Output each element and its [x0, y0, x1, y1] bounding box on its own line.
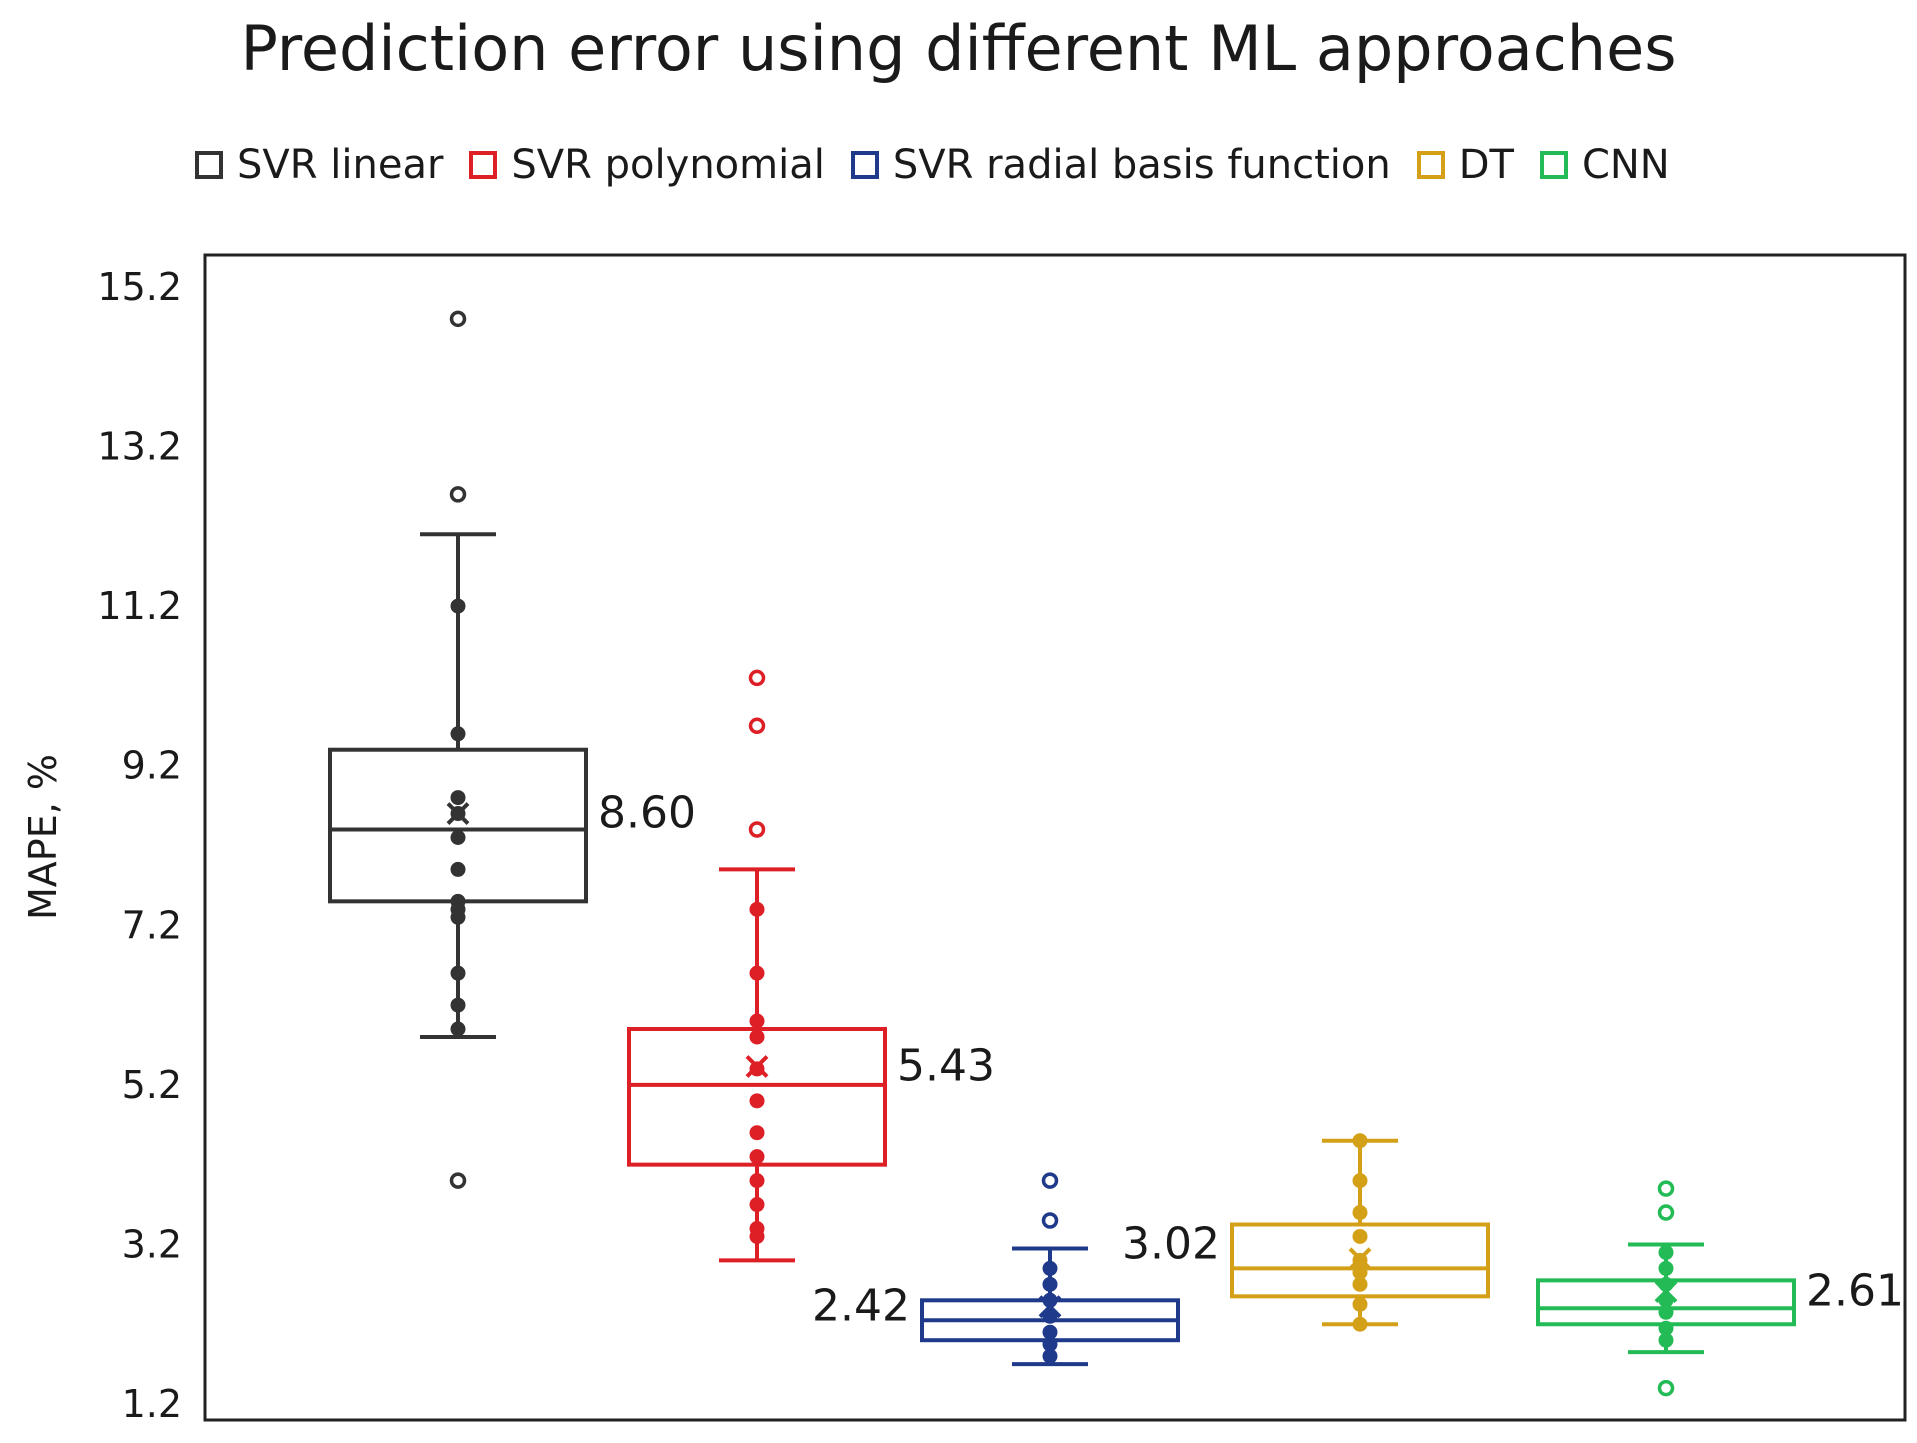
data-point — [749, 1173, 765, 1189]
mean-marker — [1348, 1247, 1372, 1271]
outlier-point — [1041, 1172, 1059, 1189]
data-point — [1042, 1276, 1058, 1292]
data-point — [1658, 1244, 1674, 1260]
iqr-box — [627, 1027, 887, 1167]
mean-marker — [446, 802, 470, 825]
mean-marker — [1654, 1280, 1678, 1303]
data-point — [450, 726, 466, 742]
legend-item-cnn[interactable]: CNN — [1539, 142, 1670, 188]
box-svr-radial-basis-function[interactable]: 2.42 — [812, 1172, 1180, 1367]
y-axis: 1.2 3.2 5.2 7.2 9.2 11.2 13.2 15.2 — [97, 265, 182, 1426]
data-point — [450, 790, 466, 806]
boxes: 8.60 5.43 2.42 3.02 2.61 — [328, 310, 1904, 1397]
data-point — [1658, 1304, 1674, 1320]
outlier-point — [748, 669, 766, 687]
legend-item-svr-rbf[interactable]: SVR radial basis function — [850, 142, 1391, 188]
legend-swatch — [1539, 151, 1568, 179]
outlier-point — [1657, 1180, 1675, 1197]
data-point — [450, 598, 466, 614]
outlier-point — [449, 486, 467, 503]
legend-item-svr-linear[interactable]: SVR linear — [195, 142, 443, 188]
legend-swatch — [850, 151, 879, 179]
y-tick-label: 9.2 — [122, 744, 182, 788]
box-cnn[interactable]: 2.61 — [1536, 1180, 1904, 1397]
data-point — [749, 1149, 765, 1165]
data-point — [749, 1093, 765, 1109]
data-point — [450, 965, 466, 981]
legend-label: DT — [1458, 142, 1514, 188]
box-dt[interactable]: 3.02 — [1122, 1133, 1490, 1332]
data-point — [1042, 1348, 1058, 1364]
legend-swatch — [1416, 151, 1445, 179]
y-tick-label: 11.2 — [97, 584, 182, 628]
legend: SVR linear SVR polynomial SVR radial bas… — [195, 138, 1696, 192]
legend-label: SVR linear — [237, 142, 444, 188]
y-axis-label: MAPE, % — [21, 754, 65, 920]
y-tick-label: 3.2 — [122, 1222, 182, 1266]
data-point — [1352, 1173, 1368, 1189]
data-point — [1658, 1260, 1674, 1276]
outlier-point — [449, 1172, 467, 1189]
plot-area-frame — [203, 253, 1907, 1422]
mean-marker — [745, 1055, 769, 1078]
y-tick-label: 5.2 — [122, 1063, 182, 1107]
mean-value-label: 2.61 — [1806, 1266, 1904, 1317]
mean-value-label: 2.42 — [812, 1281, 910, 1332]
legend-swatch — [195, 151, 223, 179]
y-tick-label: 7.2 — [122, 903, 182, 947]
legend-item-svr-polynomial[interactable]: SVR polynomial — [469, 142, 825, 188]
mean-value-label: 5.43 — [897, 1041, 995, 1092]
legend-label: CNN — [1581, 142, 1670, 188]
data-point — [749, 1029, 765, 1045]
data-point — [450, 1021, 466, 1037]
outlier-point — [449, 310, 467, 328]
data-point — [749, 1197, 765, 1213]
data-point — [1352, 1316, 1368, 1332]
data-point — [1042, 1308, 1058, 1324]
mean-value-label: 3.02 — [1122, 1219, 1220, 1270]
outlier-point — [748, 717, 766, 735]
y-tick-label: 15.2 — [97, 265, 182, 309]
chart-title: Prediction error using different ML appr… — [240, 12, 1677, 85]
data-point — [749, 1013, 765, 1029]
data-point — [450, 830, 466, 845]
data-point — [1042, 1260, 1058, 1276]
data-point — [749, 901, 765, 917]
legend-item-dt[interactable]: DT — [1416, 142, 1514, 188]
data-point — [450, 997, 466, 1013]
data-point — [749, 1228, 765, 1244]
mean-marker — [1038, 1295, 1062, 1319]
data-point — [1352, 1228, 1368, 1244]
data-point — [450, 861, 466, 877]
iqr-box — [328, 747, 588, 904]
data-point — [1352, 1296, 1368, 1312]
outlier-point — [1657, 1204, 1675, 1221]
data-point — [1352, 1205, 1368, 1221]
data-point — [749, 965, 765, 981]
box-svr-linear[interactable]: 8.60 — [328, 310, 696, 1189]
box-svr-polynomial[interactable]: 5.43 — [627, 669, 995, 1263]
legend-label: SVR polynomial — [511, 142, 825, 188]
data-point — [1352, 1133, 1368, 1149]
outlier-point — [1041, 1212, 1059, 1229]
iqr-box — [1230, 1222, 1490, 1299]
outlier-point — [748, 821, 766, 838]
y-tick-label: 1.2 — [122, 1382, 182, 1426]
data-point — [1352, 1276, 1368, 1292]
data-point — [450, 909, 466, 925]
outlier-point — [1657, 1379, 1675, 1397]
legend-swatch — [469, 151, 498, 179]
mean-value-label: 8.60 — [598, 788, 696, 839]
y-tick-label: 13.2 — [97, 425, 182, 469]
legend-label: SVR radial basis function — [892, 142, 1391, 188]
data-point — [1658, 1332, 1674, 1348]
data-point — [749, 1125, 765, 1141]
